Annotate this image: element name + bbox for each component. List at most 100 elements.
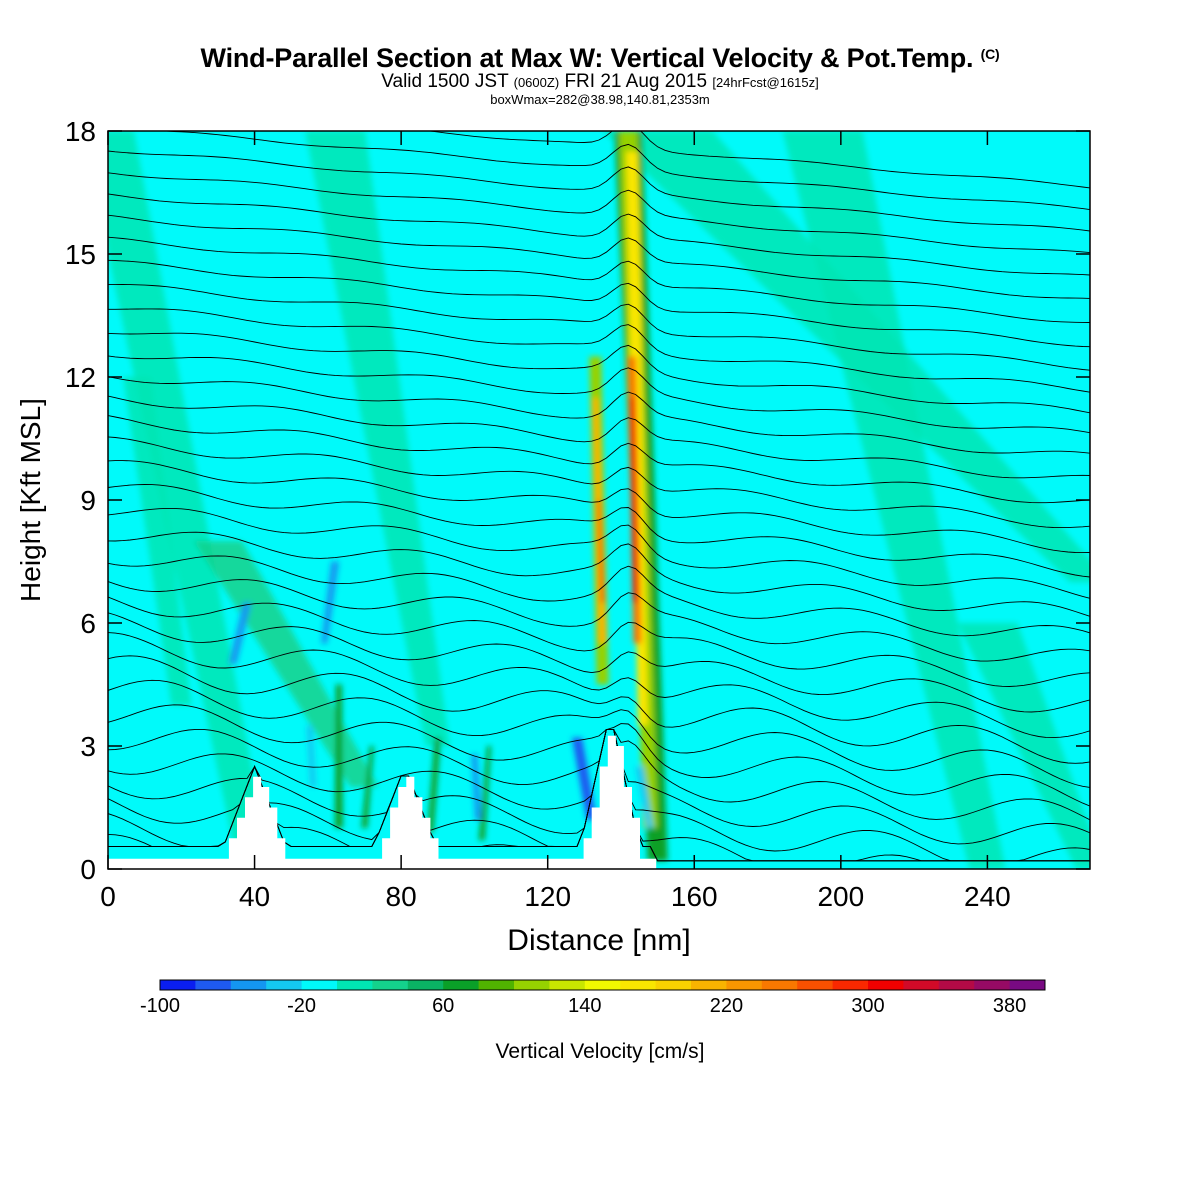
theta-contour (108, 728, 1090, 821)
theta-contour (150, 131, 1090, 211)
updraft-plume (629, 397, 639, 603)
theta-contour (108, 376, 1090, 454)
colorbar-segment (726, 980, 763, 990)
updraft-plume (427, 737, 441, 833)
colorbar-segment (584, 980, 621, 990)
x-tick-label: 160 (671, 881, 718, 912)
theta-contour (108, 214, 1090, 299)
x-tick-label: 0 (100, 881, 116, 912)
theta-contour (108, 460, 1090, 554)
colorbar-tick-label: 380 (993, 995, 1026, 1017)
colorbar-segment (549, 980, 586, 990)
y-tick-label: 3 (80, 731, 96, 762)
theta-contour (108, 308, 1090, 393)
theta-contour (108, 284, 1090, 371)
updraft-band (108, 131, 271, 869)
updraft-band (305, 131, 450, 746)
theta-contour (108, 655, 1090, 764)
theta-contour (108, 415, 1090, 504)
colorbar-segment (903, 980, 940, 990)
x-axis-label: Distance [nm] (507, 924, 690, 957)
colorbar-segment (868, 980, 904, 990)
colorbar-label: Vertical Velocity [cm/s] (496, 1040, 705, 1063)
colorbar: -100 -20 60 140 220 300 380 (140, 979, 1046, 1017)
theta-contour (108, 579, 1090, 662)
x-tick-label: 40 (239, 881, 270, 912)
theta-contour (108, 612, 1090, 713)
colorbar-segment (797, 980, 834, 990)
y-axis-label: Height [Kft MSL] (15, 398, 46, 602)
colorbar-segment (407, 980, 444, 990)
chart-box-info: boxWmax=282@38.98,140.81,2353m (490, 92, 710, 107)
theta-contour (108, 193, 1090, 276)
y-tick-label: 6 (80, 608, 96, 639)
updraft-plume (635, 766, 654, 828)
updraft-plume (478, 746, 492, 841)
colorbar-segment (230, 980, 267, 990)
theta-contour (108, 259, 1090, 348)
colorbar-tick-label: 220 (710, 995, 743, 1017)
theta-contour (108, 395, 1090, 479)
theta-contour (108, 729, 1090, 845)
colorbar-segment (266, 980, 303, 990)
y-tick-label: 15 (65, 239, 96, 270)
colorbar-frame (159, 979, 1046, 991)
theta-contour (108, 355, 1090, 434)
chart-title: Wind-Parallel Section at Max W: Vertical… (200, 43, 1000, 73)
x-axis: 0 40 80 120 160 200 240 (100, 131, 1011, 912)
colorbar-segment (195, 980, 232, 990)
colorbar-tick-label: -20 (287, 995, 316, 1017)
updraft-plume (228, 602, 252, 664)
colorbar-tick-label: 140 (568, 995, 601, 1017)
x-tick-label: 200 (817, 881, 864, 912)
theta-contour (426, 131, 1090, 189)
x-tick-label: 80 (386, 881, 417, 912)
velocity-shading (108, 131, 1090, 869)
colorbar-segment (372, 980, 409, 990)
theta-contour (108, 679, 1090, 788)
y-tick-label: 18 (65, 116, 96, 147)
colorbar-segment (832, 980, 869, 990)
colorbar-segment (974, 980, 1011, 990)
theta-contour (108, 172, 1090, 254)
colorbar-tick-label: 60 (432, 995, 454, 1017)
theta-contour (108, 332, 1090, 414)
colorbar-segment (160, 980, 196, 990)
colorbar-segment (514, 980, 550, 990)
colorbar-segment (691, 980, 727, 990)
updraft-plume (597, 500, 605, 603)
colorbar-tick-label: -100 (140, 995, 180, 1017)
colorbar-segment (301, 980, 338, 990)
y-tick-label: 9 (80, 485, 96, 516)
colorbar-segment (655, 980, 692, 990)
theta-contour (108, 555, 1090, 637)
colorbar-tick-label: 300 (851, 995, 884, 1017)
theta-contour (108, 531, 1090, 617)
colorbar-segment (478, 980, 515, 990)
theta-contour (108, 484, 1090, 578)
theta-contour (108, 150, 1090, 232)
terrain (108, 735, 1092, 869)
updraft-band (123, 377, 192, 705)
y-tick-label: 12 (65, 362, 96, 393)
chart-subtitle: Valid 1500 JST (0600Z) FRI 21 Aug 2015 [… (381, 71, 819, 92)
theta-contour (108, 507, 1090, 599)
colorbar-segment (938, 980, 975, 990)
x-tick-label: 240 (964, 881, 1011, 912)
theta-contour (108, 596, 1090, 687)
theta-contour (108, 436, 1090, 529)
colorbar-segment (443, 980, 480, 990)
colorbar-segment (761, 980, 798, 990)
colorbar-segment (337, 980, 373, 990)
updraft-band (957, 623, 1090, 869)
x-tick-label: 120 (524, 881, 571, 912)
updraft-band (782, 131, 1006, 869)
updraft-plume (334, 684, 343, 828)
colorbar-segment (1009, 980, 1046, 990)
theta-contour (108, 704, 1090, 807)
y-axis: 0 3 6 9 12 15 18 (65, 116, 1090, 885)
updraft-band (193, 541, 379, 787)
theta-contour (108, 236, 1090, 323)
theta-contour (108, 632, 1090, 739)
updraft-plume (321, 561, 340, 644)
